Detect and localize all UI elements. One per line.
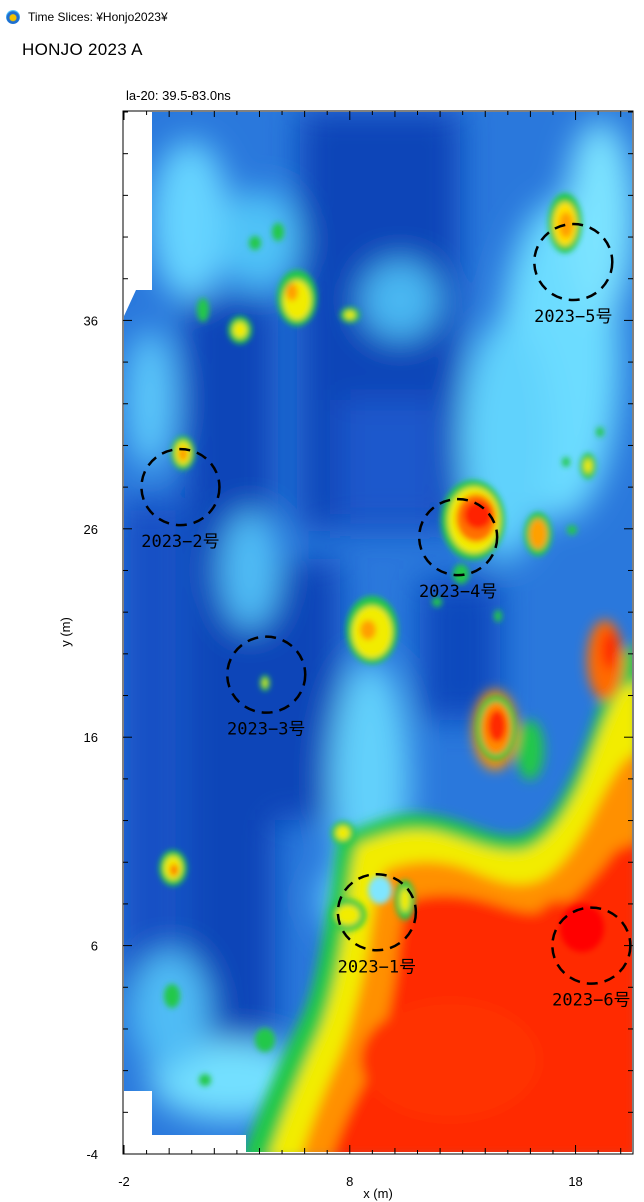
x-axis-title: x (m) xyxy=(363,1186,393,1201)
anomaly-circle xyxy=(336,873,418,952)
plot-frame xyxy=(122,110,634,1155)
y-tick-label: 26 xyxy=(84,522,98,537)
anomaly-circle xyxy=(533,222,614,302)
window-title-bar: Time Slices: ¥Honjo2023¥ xyxy=(0,0,644,34)
window-title: Time Slices: ¥Honjo2023¥ xyxy=(28,10,168,24)
y-tick-label: 6 xyxy=(91,939,98,954)
x-tick-label: 8 xyxy=(346,1174,353,1189)
anomaly-label: 2023−2号 xyxy=(141,532,219,552)
app-globe-icon xyxy=(6,10,20,24)
y-tick-label: 16 xyxy=(84,730,98,745)
x-tick-label: -2 xyxy=(118,1174,130,1189)
annotations: 2023−1号 2023−2号 2023−3号 2023−4号 2023−5号 2023−… xyxy=(140,222,632,1011)
y-tick-label: -4 xyxy=(86,1147,98,1162)
anomaly-circle xyxy=(225,635,307,714)
anomaly-circle xyxy=(551,906,632,985)
anomaly-label: 2023−4号 xyxy=(419,582,497,602)
slice-label: la-20: 39.5-83.0ns xyxy=(126,88,231,103)
anomaly-label: 2023−5号 xyxy=(534,307,612,327)
x-tick-label: 18 xyxy=(568,1174,582,1189)
anomaly-label: 2023−3号 xyxy=(227,720,305,740)
heatmap-image xyxy=(124,112,632,1152)
anomaly-circle xyxy=(140,447,221,527)
anomaly-circle xyxy=(417,497,499,577)
page-title: HONJO 2023 A xyxy=(22,40,143,59)
axes: -2 8 18 -4 6 16 26 36 xyxy=(84,111,633,1189)
y-tick-label: 36 xyxy=(84,313,98,328)
y-axis-title: y (m) xyxy=(58,617,73,647)
anomaly-label: 2023−6号 xyxy=(552,991,630,1011)
anomaly-label: 2023−1号 xyxy=(338,957,416,977)
